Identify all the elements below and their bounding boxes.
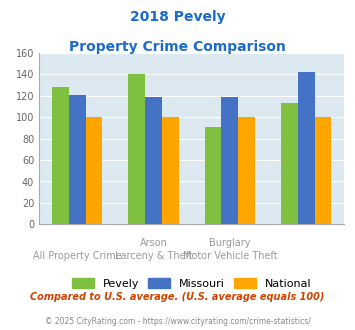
Text: Property Crime Comparison: Property Crime Comparison [69, 40, 286, 53]
Text: Larceny & Theft: Larceny & Theft [115, 251, 192, 261]
Bar [162, 117, 179, 224]
Text: Motor Vehicle Theft: Motor Vehicle Theft [182, 251, 277, 261]
Text: Burglary: Burglary [209, 238, 251, 248]
Text: Arson: Arson [140, 238, 168, 248]
Bar [281, 103, 298, 224]
Bar [86, 117, 102, 224]
Bar [298, 72, 315, 224]
Bar [129, 74, 145, 224]
Bar [222, 97, 238, 224]
Legend: Pevely, Missouri, National: Pevely, Missouri, National [72, 278, 312, 289]
Text: © 2025 CityRating.com - https://www.cityrating.com/crime-statistics/: © 2025 CityRating.com - https://www.city… [45, 317, 310, 326]
Bar [315, 117, 331, 224]
Bar [238, 117, 255, 224]
Bar [145, 97, 162, 224]
Text: 2018 Pevely: 2018 Pevely [130, 10, 225, 24]
Bar [52, 87, 69, 224]
Text: All Property Crime: All Property Crime [33, 251, 121, 261]
Text: Compared to U.S. average. (U.S. average equals 100): Compared to U.S. average. (U.S. average … [30, 292, 325, 302]
Bar [205, 127, 222, 224]
Bar [69, 95, 86, 224]
